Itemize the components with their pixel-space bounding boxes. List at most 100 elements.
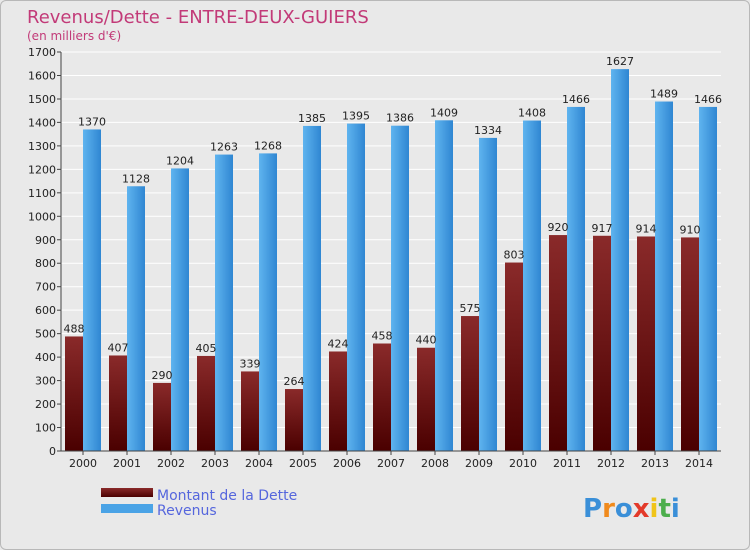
- data-label-debt: 440: [416, 334, 437, 347]
- y-tick-label: 1600: [28, 69, 56, 82]
- y-tick-label: 1400: [28, 116, 56, 129]
- bar-revenue: [479, 137, 497, 452]
- data-label-debt: 914: [636, 222, 657, 235]
- bar-debt: [681, 237, 699, 451]
- data-label-debt: 407: [108, 341, 129, 354]
- bars: [65, 69, 717, 452]
- bar-revenue: [391, 125, 409, 452]
- data-label-revenue: 1386: [386, 112, 414, 125]
- y-axis-ticks: 0 100 200 300 400 500 600 700 800 900 1000 1100 1200…: [28, 46, 61, 458]
- data-label-revenue: 1263: [210, 141, 238, 154]
- data-label-revenue: 1409: [430, 106, 458, 119]
- x-tick-label: 2014: [685, 457, 713, 470]
- x-tick-label: 2002: [157, 457, 185, 470]
- x-axis-ticks: 2000 2001 2002 2003 2004 2005 2006 2007 2008 2009…: [69, 451, 713, 470]
- y-tick-label: 1300: [28, 140, 56, 153]
- bar-revenue: [83, 129, 101, 451]
- data-label-debt: 910: [680, 223, 701, 236]
- data-label-debt: 917: [592, 222, 613, 235]
- bar-revenue: [259, 153, 277, 451]
- y-tick-label: 300: [35, 375, 56, 388]
- legend-swatch-revenue: [101, 504, 153, 513]
- logo-letter: o: [615, 494, 633, 524]
- axes: [60, 52, 721, 452]
- logo-letter: r: [602, 494, 615, 524]
- x-tick-label: 2013: [641, 457, 669, 470]
- x-tick-label: 2012: [597, 457, 625, 470]
- y-tick-label: 0: [49, 445, 56, 458]
- data-label-revenue: 1204: [166, 154, 194, 167]
- chart-title: Revenus/Dette - ENTRE-DEUX-GUIERS: [27, 7, 369, 28]
- bar-debt: [373, 343, 391, 451]
- bar-debt: [153, 382, 171, 451]
- bar-debt: [417, 347, 435, 451]
- x-tick-label: 2011: [553, 457, 581, 470]
- bar-debt: [637, 236, 655, 451]
- logo-letter: i: [671, 494, 680, 524]
- bar-debt: [549, 235, 567, 451]
- x-tick-label: 2007: [377, 457, 405, 470]
- logo-letter: P: [583, 494, 602, 524]
- bar-revenue: [523, 120, 541, 451]
- y-tick-label: 1700: [28, 46, 56, 59]
- bar-revenue: [347, 123, 365, 451]
- x-tick-label: 2004: [245, 457, 273, 470]
- data-labels: 488 1370 407 1128 290 1204 405 1263 339 1268 264 13…: [64, 55, 723, 388]
- bar-debt: [505, 262, 523, 451]
- data-label-revenue: 1466: [562, 93, 590, 106]
- y-tick-label: 400: [35, 351, 56, 364]
- y-tick-label: 1200: [28, 163, 56, 176]
- logo-letter: x: [633, 494, 650, 524]
- data-label-debt: 458: [372, 330, 393, 343]
- data-label-debt: 405: [196, 342, 217, 355]
- x-tick-label: 2006: [333, 457, 361, 470]
- y-tick-label: 700: [35, 281, 56, 294]
- y-tick-label: 1100: [28, 187, 56, 200]
- bar-debt: [593, 235, 611, 451]
- y-tick-label: 100: [35, 422, 56, 435]
- data-label-debt: 290: [152, 369, 173, 382]
- x-tick-label: 2005: [289, 457, 317, 470]
- data-label-revenue: 1370: [78, 115, 106, 128]
- y-tick-label: 1500: [28, 93, 56, 106]
- bar-revenue: [435, 120, 453, 451]
- data-label-debt: 424: [328, 337, 349, 350]
- data-label-revenue: 1395: [342, 110, 370, 123]
- bar-revenue: [655, 101, 673, 451]
- data-label-debt: 264: [284, 375, 305, 388]
- data-label-revenue: 1466: [694, 93, 722, 106]
- data-label-revenue: 1268: [254, 139, 282, 152]
- bar-revenue: [611, 69, 629, 451]
- y-tick-label: 200: [35, 398, 56, 411]
- data-label-debt: 803: [504, 249, 525, 262]
- chart-subtitle: (en milliers d'€): [27, 29, 121, 43]
- data-label-revenue: 1385: [298, 112, 326, 125]
- bar-debt: [65, 336, 83, 451]
- data-label-revenue: 1334: [474, 124, 502, 137]
- bar-debt: [241, 371, 259, 451]
- x-tick-label: 2010: [509, 457, 537, 470]
- data-label-debt: 339: [240, 357, 261, 370]
- bar-revenue: [127, 186, 145, 451]
- bar-revenue: [171, 168, 189, 451]
- bar-revenue: [215, 154, 233, 451]
- x-tick-label: 2000: [69, 457, 97, 470]
- y-tick-label: 800: [35, 257, 56, 270]
- logo-text: Proxiti: [583, 494, 680, 524]
- data-label-debt: 488: [64, 322, 85, 335]
- x-tick-label: 2008: [421, 457, 449, 470]
- x-tick-label: 2009: [465, 457, 493, 470]
- bar-debt: [329, 351, 347, 451]
- legend: Montant de la Dette Revenus: [101, 488, 297, 519]
- bar-revenue: [567, 106, 585, 451]
- legend-label-debt: Montant de la Dette: [157, 488, 297, 504]
- y-tick-label: 600: [35, 304, 56, 317]
- y-tick-label: 500: [35, 328, 56, 341]
- proxiti-logo: Proxiti: [583, 494, 680, 524]
- data-label-revenue: 1128: [122, 172, 150, 185]
- logo-letter: i: [650, 494, 659, 524]
- bar-debt: [285, 389, 303, 451]
- bar-revenue: [699, 106, 717, 451]
